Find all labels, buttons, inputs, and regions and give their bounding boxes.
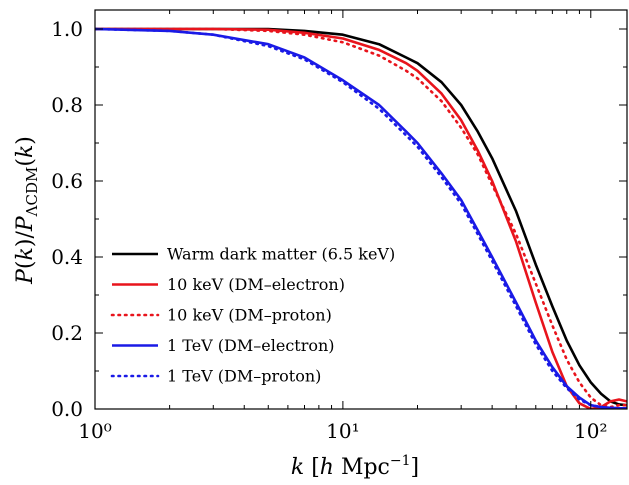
legend-label-4: 1 TeV (DM–electron) [167,336,335,355]
y-tick-label: 0.8 [51,93,83,117]
y-tick-label: 0.0 [51,397,83,421]
x-tick-label: 10¹ [326,419,359,443]
plot-area [94,9,628,410]
series-line-5 [95,27,627,409]
y-tick-label: 1.0 [51,17,83,41]
x-axis-label: k [h Mpc−1] [291,453,419,480]
legend-label-3: 10 keV (DM–proton) [167,306,332,325]
series-line-3 [95,27,627,409]
legend-label-1: Warm dark matter (6.5 keV) [167,245,395,264]
y-tick-label: 0.2 [51,321,83,345]
legend-label-2: 10 keV (DM–electron) [167,275,345,294]
x-tick-label: 10⁰ [78,419,111,443]
y-tick-label: 0.6 [51,169,83,193]
plot-frame [94,9,628,410]
y-axis-label: P(k)/PΛCDM(k) [13,136,41,285]
y-tick-label: 0.4 [51,245,83,269]
series-line-1 [95,27,627,407]
x-tick-label: 10² [574,419,607,443]
y-axis: 0.0 0.2 0.4 0.6 0.8 1.0 [51,17,627,421]
x-axis: 10⁰ 10¹ 10² [78,10,608,443]
series-line-2 [95,27,627,409]
legend-label-5: 1 TeV (DM–proton) [167,367,321,386]
legend: Warm dark matter (6.5 keV) 10 keV (DM–ele… [110,245,395,386]
